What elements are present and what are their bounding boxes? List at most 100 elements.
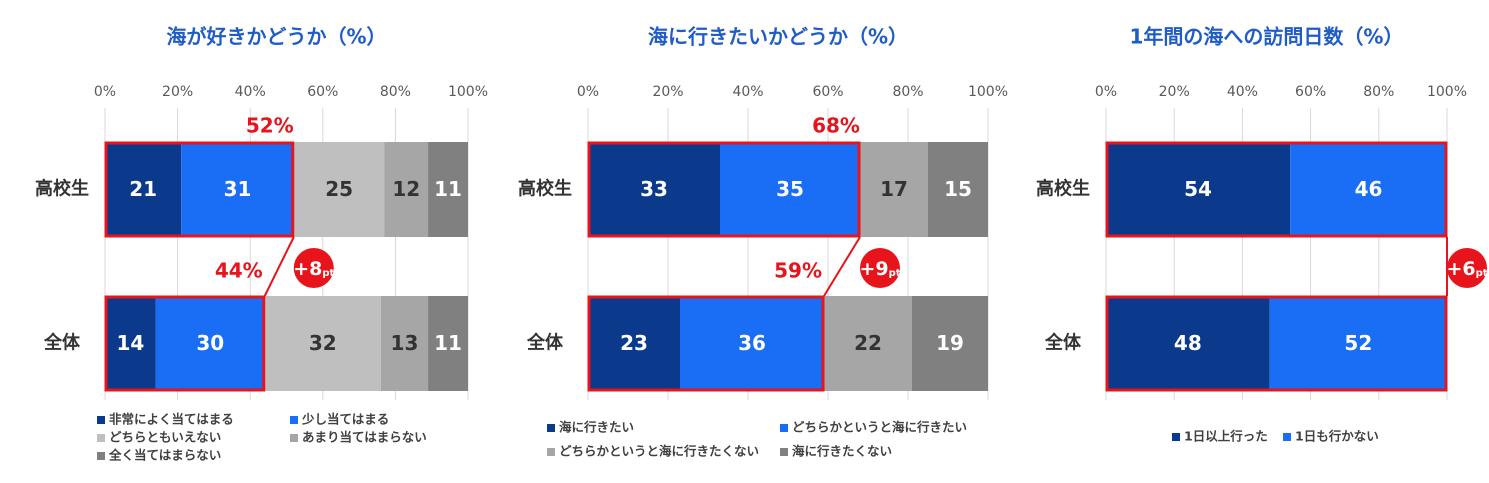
badge	[1447, 248, 1487, 288]
badge-unit: pt	[889, 268, 901, 279]
x-tick-label: 0%	[577, 84, 599, 100]
value-label: 48	[1174, 331, 1202, 355]
value-label: 32	[309, 331, 337, 355]
bar-segment	[105, 296, 156, 391]
bar-segment	[428, 296, 468, 391]
x-tick-label: 20%	[652, 84, 683, 100]
legend-swatch	[780, 448, 788, 456]
badge-unit: pt	[1476, 268, 1488, 279]
value-label: 21	[129, 177, 157, 201]
value-label: 46	[1355, 177, 1383, 201]
value-label: 12	[392, 177, 420, 201]
legend-swatch	[290, 434, 298, 442]
value-label: 14	[116, 331, 144, 355]
x-tick-label: 60%	[812, 84, 843, 100]
legend-label: どちらかというと海に行きたくない	[559, 444, 759, 459]
chart: 海が好きかどうか（%） 0% 20% 40% 60% 80% 100% 高校生 21 31 25 12…	[35, 25, 488, 463]
legend-swatch	[97, 434, 105, 442]
badge-text: +6pt	[1446, 258, 1487, 280]
highlight-box	[587, 141, 861, 238]
x-tick-label: 80%	[380, 84, 411, 100]
badge	[293, 248, 334, 288]
bar-segment	[264, 296, 381, 391]
bar-segment	[384, 142, 429, 237]
value-label: 30	[196, 331, 224, 355]
bar-segment	[1106, 296, 1270, 391]
x-tick-label: 20%	[162, 84, 193, 100]
value-label: 11	[434, 331, 462, 355]
legend-swatch	[547, 448, 555, 456]
value-label: 33	[640, 177, 668, 201]
x-tick-label: 100%	[968, 84, 1008, 100]
highlight-box	[104, 295, 266, 392]
highlight-box	[1105, 295, 1448, 392]
bar-segment	[824, 296, 912, 391]
legend-label: 1日以上行った	[1184, 429, 1268, 444]
bar-segment	[155, 296, 265, 391]
legend-swatch	[1283, 433, 1291, 441]
category-label: 全体	[43, 332, 81, 354]
chart-title: 海が好きかどうか（%）	[166, 25, 386, 49]
bar-segment	[293, 142, 385, 237]
legend-swatch	[1172, 433, 1180, 441]
value-label: 54	[1184, 177, 1212, 201]
legend-label: 非常によく当てはまる	[109, 412, 234, 427]
legend-label: 1日も行かない	[1295, 429, 1379, 444]
chart-title: 海に行きたいかどうか（%）	[648, 25, 908, 49]
bar-segment	[428, 142, 468, 237]
legend-label: 海に行きたくない	[792, 444, 892, 459]
highlight-label: 59%	[774, 259, 822, 283]
value-label: 31	[224, 177, 252, 201]
bar-segment	[860, 142, 928, 237]
x-tick-label: 0%	[94, 84, 116, 100]
bar-segment	[680, 296, 824, 391]
x-tick-label: 40%	[235, 84, 266, 100]
badge-value: +8	[293, 258, 322, 280]
legend-label: 全く当てはまらない	[108, 448, 221, 463]
bar-segment	[588, 296, 680, 391]
value-label: 19	[936, 331, 964, 355]
x-tick-label: 60%	[307, 84, 338, 100]
x-tick-label: 40%	[1227, 84, 1258, 100]
legend-label: どちらともいえない	[109, 430, 221, 445]
bar-segment	[105, 142, 182, 237]
legend-swatch	[780, 424, 788, 432]
legend-swatch	[97, 452, 105, 460]
x-tick-label: 60%	[1295, 84, 1326, 100]
connector	[823, 236, 861, 297]
x-tick-label: 0%	[1095, 84, 1117, 100]
legend-label: 少し当てはまる	[301, 412, 389, 427]
legend-swatch	[547, 424, 555, 432]
badge	[860, 248, 900, 288]
value-label: 23	[620, 331, 648, 355]
badge-text: +8pt	[293, 258, 334, 280]
value-label: 35	[776, 177, 804, 201]
connector	[263, 236, 295, 297]
badge-value: +9	[859, 258, 888, 280]
value-label: 17	[880, 177, 908, 201]
legend-label: あまり当てはまらない	[302, 430, 427, 445]
badge-unit: pt	[322, 268, 334, 279]
badge-value: +6	[1446, 258, 1475, 280]
bar-segment	[912, 296, 988, 391]
bar-segment	[1106, 142, 1291, 237]
badge-text: +9pt	[859, 258, 900, 280]
highlight-box	[1105, 141, 1448, 238]
x-tick-label: 80%	[1363, 84, 1394, 100]
bar-segment	[720, 142, 860, 237]
category-label: 全体	[1044, 332, 1082, 354]
category-label: 高校生	[518, 178, 572, 200]
value-label: 15	[944, 177, 972, 201]
x-tick-label: 20%	[1159, 84, 1190, 100]
highlight-label: 44%	[215, 259, 263, 283]
x-tick-label: 100%	[448, 84, 488, 100]
chart: 1年間の海への訪問日数（%） 0% 20% 40% 60% 80% 100% 高校生 54 46 全…	[1036, 25, 1488, 444]
value-label: 13	[391, 331, 419, 355]
legend-label: 海に行きたい	[559, 420, 634, 435]
highlight-box	[587, 295, 825, 392]
chart: 海に行きたいかどうか（%） 0% 20% 40% 60% 80% 100% 高校生 33 35 17…	[518, 25, 1008, 459]
value-label: 22	[854, 331, 882, 355]
bar-segment	[380, 296, 429, 391]
bar-segment	[1269, 296, 1447, 391]
